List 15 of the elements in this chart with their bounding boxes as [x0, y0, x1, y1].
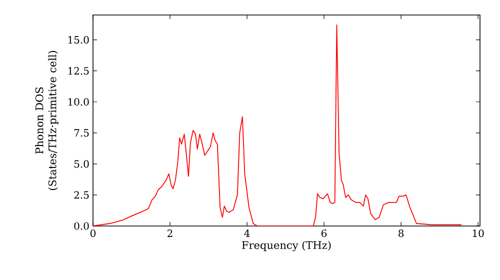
y-tick-label: 12.5: [68, 67, 89, 75]
y-tick-label: 10.0: [68, 98, 89, 106]
x-tick-label: 6: [322, 230, 327, 238]
x-tick-label: 4: [244, 230, 250, 237]
x-tick-label: 10: [472, 230, 484, 238]
y-tick-label: 2.5: [74, 191, 89, 199]
y-tick-label: 7.5: [74, 129, 89, 137]
y-axis-title: Phonon DOS (States/THz·primitive cell): [35, 50, 58, 190]
y-tick-label: 5.0: [74, 160, 89, 168]
y-tick-label: 0.0: [74, 222, 89, 230]
x-axis-title: Frequency (THz): [242, 240, 331, 252]
x-tick-label: 0: [90, 230, 96, 238]
y-tick-label: 15.0: [68, 36, 89, 44]
x-tick-label: 8: [398, 230, 404, 238]
x-tick-label: 2: [168, 230, 172, 237]
